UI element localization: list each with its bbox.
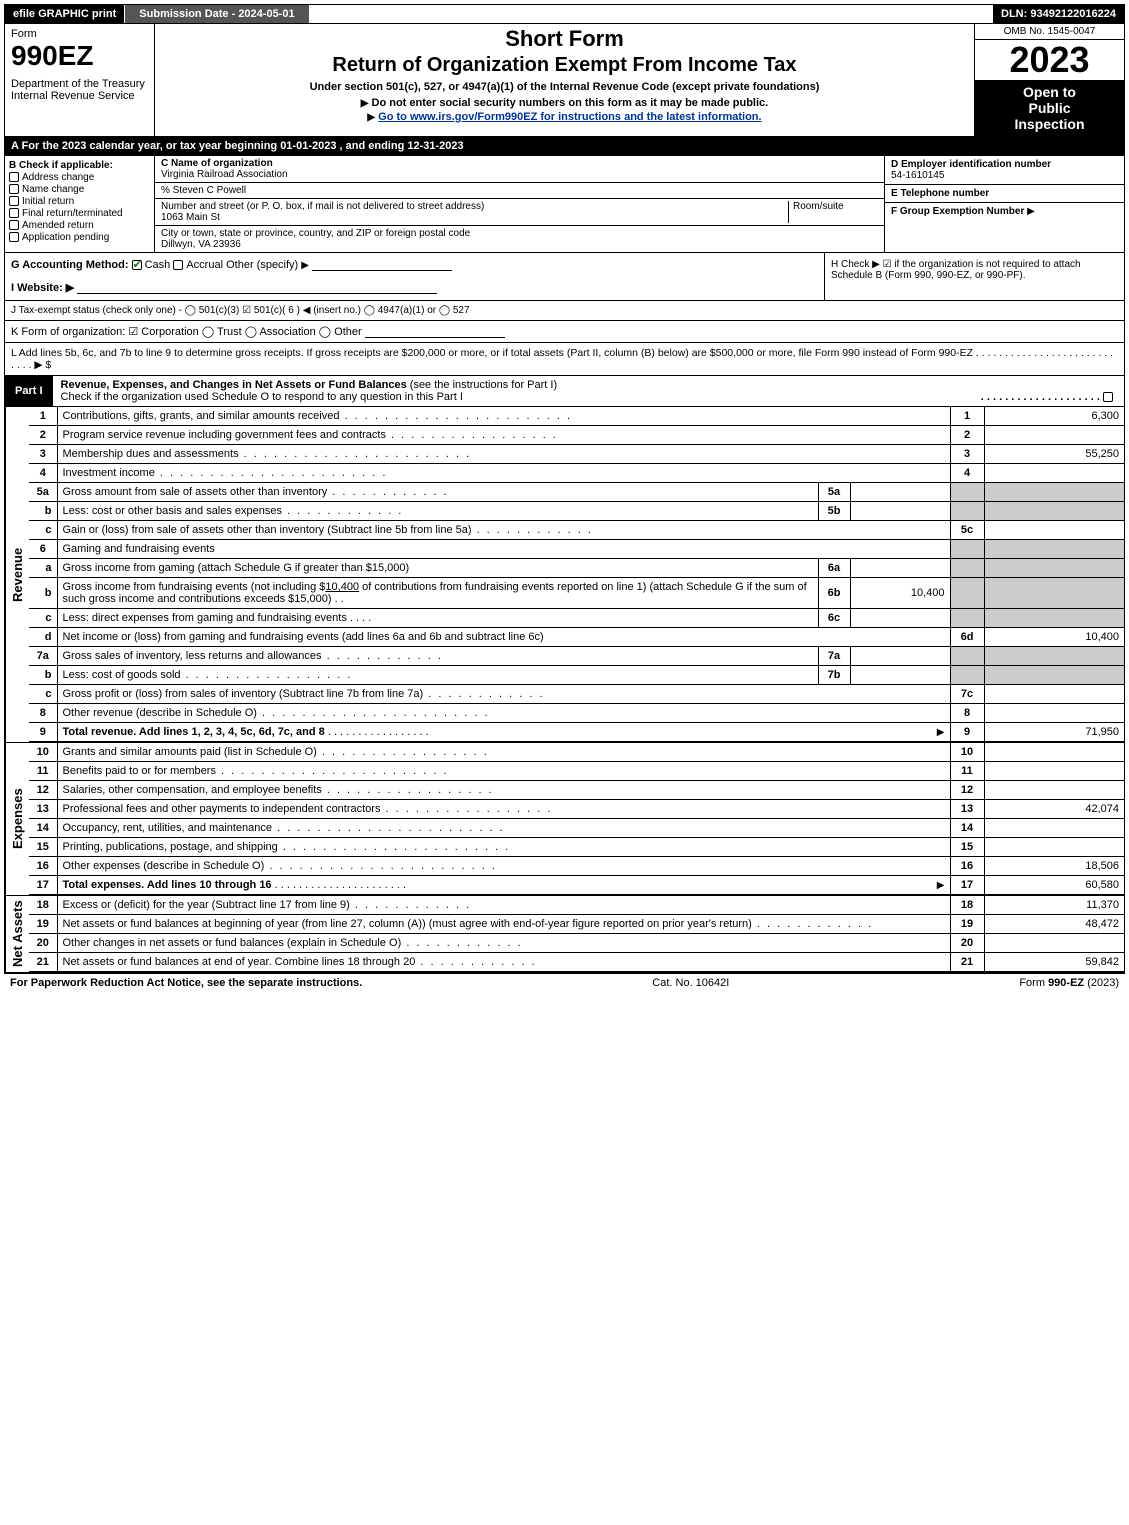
amt-6d: 10,400 bbox=[984, 628, 1124, 647]
f-group-exemption-label: F Group Exemption Number bbox=[891, 206, 1024, 217]
irs-label: Internal Revenue Service bbox=[11, 90, 148, 102]
arrow-icon bbox=[361, 97, 369, 109]
ein-value: 54-1610145 bbox=[891, 170, 944, 181]
checkbox-address-change[interactable] bbox=[9, 172, 19, 182]
lines-table-revenue: 1Contributions, gifts, grants, and simil… bbox=[29, 407, 1124, 742]
street-value: 1063 Main St bbox=[161, 212, 220, 223]
amt-11 bbox=[984, 762, 1124, 781]
amt-17-total-expenses: 60,580 bbox=[984, 876, 1124, 895]
arrow-icon bbox=[1027, 206, 1035, 217]
checkbox-schedule-o[interactable] bbox=[1103, 392, 1113, 402]
checkbox-name-change[interactable] bbox=[9, 184, 19, 194]
other-org-input[interactable] bbox=[365, 326, 505, 338]
part-1-header: Part I Revenue, Expenses, and Changes in… bbox=[4, 376, 1125, 407]
part-1-sub: (see the instructions for Part I) bbox=[410, 379, 557, 391]
form-number: 990EZ bbox=[11, 40, 148, 72]
row-k: K Form of organization: ☑ Corporation ◯ … bbox=[4, 321, 1125, 343]
net-assets-vlabel: Net Assets bbox=[5, 896, 29, 972]
open-public-badge: Open to Public Inspection bbox=[975, 80, 1124, 136]
dln: DLN: 93492122016224 bbox=[993, 5, 1124, 23]
submission-date: Submission Date - 2024-05-01 bbox=[124, 5, 308, 23]
expenses-vlabel: Expenses bbox=[5, 743, 29, 895]
part-1-tag: Part I bbox=[5, 382, 53, 400]
amt-8 bbox=[984, 704, 1124, 723]
expenses-section: Expenses 10Grants and similar amounts pa… bbox=[4, 743, 1125, 896]
dept-treasury: Department of the Treasury bbox=[11, 78, 148, 90]
checkbox-cash[interactable] bbox=[132, 260, 142, 270]
amt-4 bbox=[984, 464, 1124, 483]
6b-contrib-amount: 10,400 bbox=[325, 581, 359, 593]
lines-table-netassets: 18Excess or (deficit) for the year (Subt… bbox=[29, 896, 1124, 972]
i-website-label: I Website: ▶ bbox=[11, 282, 74, 294]
revenue-vlabel: Revenue bbox=[5, 407, 29, 742]
col-b-checkboxes: B Check if applicable: Address change Na… bbox=[5, 156, 155, 252]
tax-year: 2023 bbox=[975, 40, 1124, 80]
efile-print-button[interactable]: efile GRAPHIC print bbox=[5, 5, 124, 23]
form-ref: Form 990-EZ (2023) bbox=[1019, 977, 1119, 989]
cat-number: Cat. No. 10642I bbox=[652, 977, 729, 989]
top-bar: efile GRAPHIC print Submission Date - 20… bbox=[4, 4, 1125, 24]
amt-6b: 10,400 bbox=[850, 578, 950, 609]
part-1-title: Revenue, Expenses, and Changes in Net As… bbox=[61, 379, 407, 391]
checkbox-application-pending[interactable] bbox=[9, 232, 19, 242]
col-b-header: B Check if applicable: bbox=[9, 160, 150, 171]
amt-3: 55,250 bbox=[984, 445, 1124, 464]
form-label: Form bbox=[11, 28, 148, 40]
care-of: % Steven C Powell bbox=[161, 185, 246, 196]
amt-10 bbox=[984, 743, 1124, 762]
amt-20 bbox=[984, 934, 1124, 953]
c-name-label: C Name of organization bbox=[161, 158, 273, 169]
amt-16: 18,506 bbox=[984, 857, 1124, 876]
under-section: Under section 501(c), 527, or 4947(a)(1)… bbox=[159, 81, 970, 93]
arrow-icon bbox=[367, 111, 375, 123]
city-label: City or town, state or province, country… bbox=[161, 228, 470, 239]
row-j: J Tax-exempt status (check only one) - ◯… bbox=[4, 301, 1125, 321]
other-specify-input[interactable] bbox=[312, 259, 452, 271]
org-name: Virginia Railroad Association bbox=[161, 169, 288, 180]
amt-13: 42,074 bbox=[984, 800, 1124, 819]
section-bcdef: B Check if applicable: Address change Na… bbox=[4, 156, 1125, 253]
h-schedule-b: H Check ▶ ☑ if the organization is not r… bbox=[824, 253, 1124, 300]
checkbox-initial-return[interactable] bbox=[9, 196, 19, 206]
city-value: Dillwyn, VA 23936 bbox=[161, 239, 241, 250]
lines-table-expenses: 10Grants and similar amounts paid (list … bbox=[29, 743, 1124, 895]
paperwork-notice: For Paperwork Reduction Act Notice, see … bbox=[10, 977, 362, 989]
amt-2 bbox=[984, 426, 1124, 445]
amt-5c bbox=[984, 521, 1124, 540]
room-suite-label: Room/suite bbox=[788, 201, 878, 223]
checkbox-amended-return[interactable] bbox=[9, 220, 19, 230]
row-a-taxyear: A For the 2023 calendar year, or tax yea… bbox=[4, 137, 1125, 156]
g-accounting-label: G Accounting Method: bbox=[11, 259, 129, 271]
form-header: Form 990EZ Department of the Treasury In… bbox=[4, 24, 1125, 137]
amt-18: 11,370 bbox=[984, 896, 1124, 915]
page-footer: For Paperwork Reduction Act Notice, see … bbox=[4, 973, 1125, 992]
part-1-check: Check if the organization used Schedule … bbox=[61, 391, 463, 403]
row-l: L Add lines 5b, 6c, and 7b to line 9 to … bbox=[4, 343, 1125, 376]
amt-19: 48,472 bbox=[984, 915, 1124, 934]
amt-12 bbox=[984, 781, 1124, 800]
irs-link[interactable]: Go to www.irs.gov/Form990EZ for instruct… bbox=[378, 111, 761, 123]
amt-9-total-revenue: 71,950 bbox=[984, 723, 1124, 742]
amt-7c bbox=[984, 685, 1124, 704]
arrow-icon bbox=[937, 726, 945, 738]
d-ein-label: D Employer identification number bbox=[891, 159, 1051, 170]
arrow-icon bbox=[301, 259, 309, 271]
street-label: Number and street (or P. O. box, if mail… bbox=[161, 201, 484, 212]
net-assets-section: Net Assets 18Excess or (deficit) for the… bbox=[4, 896, 1125, 973]
e-phone-label: E Telephone number bbox=[891, 188, 989, 199]
website-input[interactable] bbox=[77, 282, 437, 294]
ssn-note: Do not enter social security numbers on … bbox=[372, 97, 769, 109]
amt-1: 6,300 bbox=[984, 407, 1124, 426]
checkbox-accrual[interactable] bbox=[173, 260, 183, 270]
amt-21: 59,842 bbox=[984, 953, 1124, 972]
checkbox-final-return[interactable] bbox=[9, 208, 19, 218]
return-title: Return of Organization Exempt From Incom… bbox=[159, 54, 970, 77]
revenue-section: Revenue 1Contributions, gifts, grants, a… bbox=[4, 407, 1125, 743]
amt-15 bbox=[984, 838, 1124, 857]
arrow-icon bbox=[937, 879, 945, 891]
omb-number: OMB No. 1545-0047 bbox=[975, 24, 1124, 40]
row-gh: G Accounting Method: Cash Accrual Other … bbox=[4, 253, 1125, 301]
short-form-title: Short Form bbox=[159, 26, 970, 52]
amt-14 bbox=[984, 819, 1124, 838]
